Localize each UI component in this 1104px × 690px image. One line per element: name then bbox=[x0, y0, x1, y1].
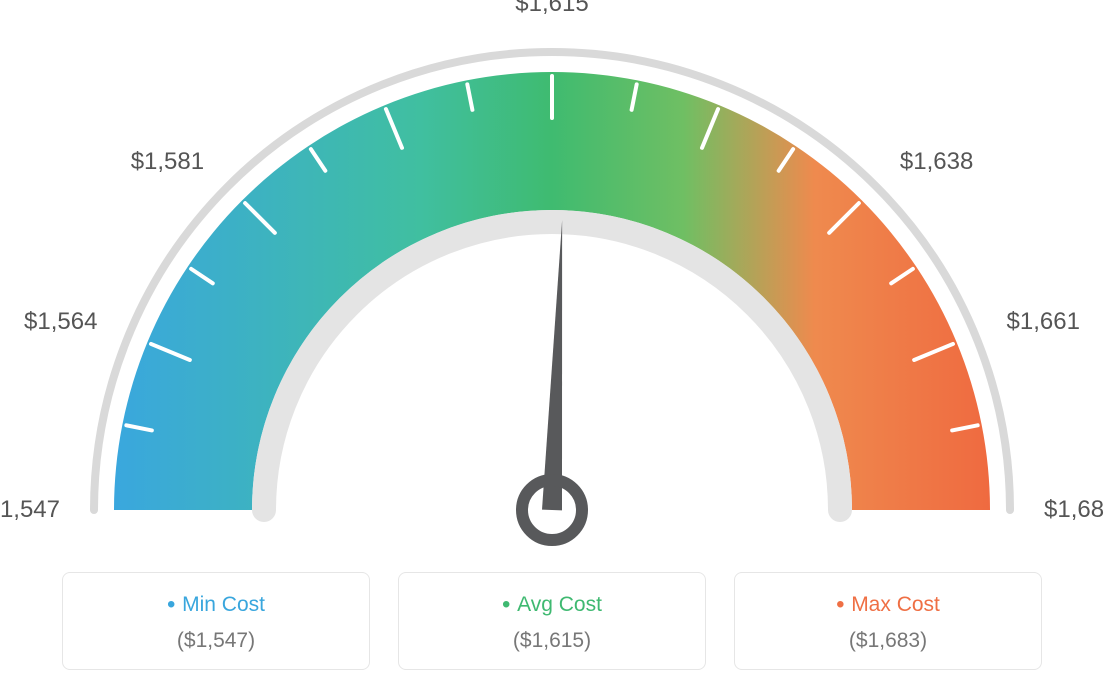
legend-card-min: Min Cost ($1,547) bbox=[62, 572, 370, 670]
gauge-svg bbox=[52, 20, 1052, 560]
legend-max-value: ($1,683) bbox=[745, 629, 1031, 653]
legend-row: Min Cost ($1,547) Avg Cost ($1,615) Max … bbox=[62, 572, 1042, 670]
legend-min-value: ($1,547) bbox=[73, 629, 359, 653]
legend-card-max: Max Cost ($1,683) bbox=[734, 572, 1042, 670]
gauge-tick-label: $1,615 bbox=[515, 0, 588, 18]
gauge-tick-label: $1,581 bbox=[131, 148, 204, 176]
gauge-tick-label: $1,547 bbox=[0, 496, 60, 524]
legend-max-title: Max Cost bbox=[745, 591, 1031, 619]
legend-avg-title: Avg Cost bbox=[409, 591, 695, 619]
gauge-tick-label: $1,638 bbox=[900, 148, 973, 176]
legend-min-title: Min Cost bbox=[73, 591, 359, 619]
legend-avg-value: ($1,615) bbox=[409, 629, 695, 653]
legend-card-avg: Avg Cost ($1,615) bbox=[398, 572, 706, 670]
gauge-tick-label: $1,661 bbox=[1007, 308, 1080, 336]
gauge-tick-label: $1,683 bbox=[1044, 496, 1104, 524]
gauge-chart: $1,547 $1,564 $1,581 $1,615 $1,638 $1,661 $1,6… bbox=[0, 0, 1104, 560]
gauge-tick-label: $1,564 bbox=[24, 308, 97, 336]
